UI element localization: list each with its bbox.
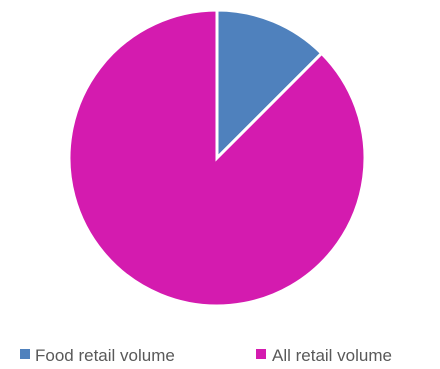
legend-item-food-retail-volume: Food retail volume: [20, 346, 175, 365]
pie-slice-food-retail-volume: [215, 8, 324, 162]
pie-slices: [67, 8, 367, 308]
pie-slice-all-retail-volume: [67, 8, 367, 308]
chart-legend: Food retail volume All retail volume: [20, 346, 392, 365]
legend-item-all-retail-volume: All retail volume: [256, 346, 392, 365]
legend-swatch-all-retail-volume: [256, 349, 266, 359]
legend-swatch-food-retail-volume: [20, 349, 30, 359]
legend-label-food-retail-volume: Food retail volume: [35, 346, 175, 365]
legend-label-all-retail-volume: All retail volume: [272, 346, 392, 365]
